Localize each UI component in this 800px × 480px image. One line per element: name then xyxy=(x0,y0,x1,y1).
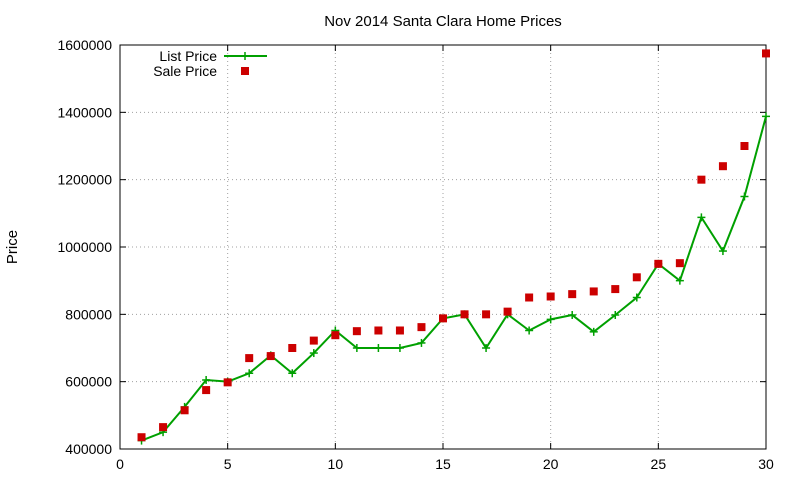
x-tick-label: 10 xyxy=(328,456,344,472)
list-price-point xyxy=(568,311,577,320)
sale-price-point xyxy=(762,49,770,58)
list-price-point xyxy=(762,112,770,121)
x-tick-label: 5 xyxy=(224,456,232,472)
list-price-point xyxy=(589,327,598,336)
list-price-point xyxy=(697,213,706,222)
list-price-point xyxy=(395,344,404,352)
axis-ticks xyxy=(119,44,767,450)
list-price-point xyxy=(374,344,383,352)
y-tick-label: 1200000 xyxy=(57,172,112,188)
list-price-point xyxy=(632,293,641,302)
sale-price-point xyxy=(482,310,491,319)
list-price-point xyxy=(525,326,534,335)
chart-title: Nov 2014 Santa Clara Home Prices xyxy=(324,13,562,30)
sale-price-point xyxy=(675,259,684,268)
sale-price-point xyxy=(223,378,232,387)
x-tick-label: 0 xyxy=(116,456,124,472)
legend-marker-list-price xyxy=(241,52,249,60)
list-price-point xyxy=(546,315,555,324)
sale-price-point xyxy=(654,259,663,268)
sale-price-point xyxy=(352,327,361,336)
y-tick-label: 1600000 xyxy=(57,37,112,53)
sale-price-point xyxy=(417,323,426,332)
sale-price-point xyxy=(697,175,706,184)
sale-price-point xyxy=(202,386,211,395)
grid-lines xyxy=(120,45,766,449)
y-tick-label: 1400000 xyxy=(57,104,112,120)
list-price-point xyxy=(352,344,361,352)
sale-price-point xyxy=(288,344,297,352)
y-tick-labels: 400000 600000 800000 1000000 1200000 1400000 1… xyxy=(57,37,112,457)
y-tick-label: 800000 xyxy=(65,306,112,322)
sale-price-point xyxy=(395,326,404,335)
legend: List Price Sale Price xyxy=(153,48,267,79)
sale-price-point xyxy=(740,142,749,150)
list-price-point xyxy=(482,344,491,352)
sale-price-point xyxy=(460,310,469,319)
list-price-point xyxy=(245,369,254,378)
x-tick-label: 20 xyxy=(543,456,559,472)
sale-price-point xyxy=(374,326,383,335)
list-price-point xyxy=(740,192,749,201)
x-tick-label: 30 xyxy=(758,456,774,472)
sale-price-point xyxy=(589,287,598,296)
legend-label-list-price: List Price xyxy=(159,48,217,64)
series-layer xyxy=(137,49,770,445)
sale-price-point xyxy=(266,352,275,361)
sale-price-point xyxy=(611,285,620,294)
sale-price-point xyxy=(180,406,189,415)
sale-price-point xyxy=(331,331,340,340)
list-price-point xyxy=(718,247,727,256)
x-tick-label: 15 xyxy=(435,456,451,472)
list-price-line xyxy=(141,116,767,442)
sale-price-point xyxy=(525,293,534,302)
list-price-point xyxy=(611,311,620,320)
legend-label-sale-price: Sale Price xyxy=(153,63,217,79)
sale-price-point xyxy=(159,423,168,432)
y-axis-label: Price xyxy=(4,230,21,264)
sale-price-point xyxy=(568,290,577,299)
sale-price-point xyxy=(439,314,447,323)
list-price-point xyxy=(417,338,426,347)
y-tick-label: 1000000 xyxy=(57,239,112,255)
sale-price-point xyxy=(546,292,555,301)
legend-swatch-sale-price xyxy=(241,67,249,75)
sale-price-point xyxy=(503,307,512,316)
list-price-point xyxy=(675,276,684,285)
x-tick-labels: 0 5 10 15 20 25 30 xyxy=(116,456,774,472)
list-price-point xyxy=(309,349,318,358)
x-tick-label: 25 xyxy=(651,456,667,472)
list-price-point xyxy=(202,375,211,384)
y-tick-label: 400000 xyxy=(65,441,112,457)
sale-price-point xyxy=(718,162,727,171)
sale-price-point xyxy=(245,354,254,363)
y-tick-label: 600000 xyxy=(65,374,112,390)
sale-price-point xyxy=(137,433,146,442)
sale-price-point xyxy=(309,336,318,345)
list-price-point xyxy=(288,369,297,378)
sale-price-point xyxy=(632,273,641,282)
